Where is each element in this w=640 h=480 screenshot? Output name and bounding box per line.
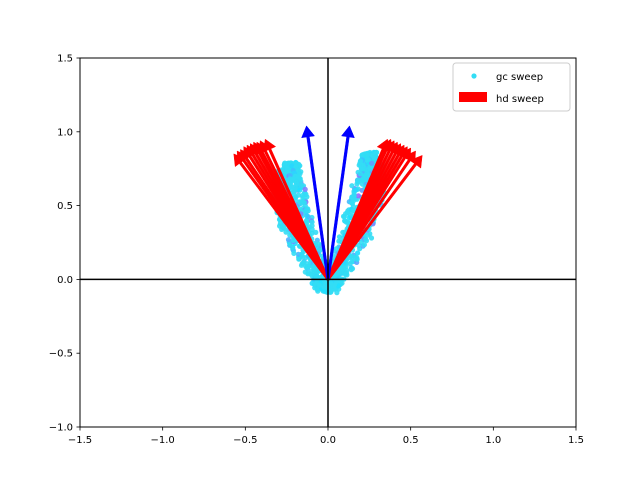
gc-sweep-point (321, 284, 327, 290)
y-tick-label: 0.5 (57, 201, 73, 212)
gc-sweep-point (299, 251, 305, 257)
gc-sweep-point (304, 261, 310, 267)
gc-sweep-point (293, 181, 300, 187)
y-tick-label: 1.5 (57, 54, 73, 65)
hd-sweep-arrow (263, 138, 330, 281)
blue-arrow (326, 125, 355, 280)
legend-marker-hd-sweep (459, 92, 487, 102)
gc-sweep-point (291, 189, 297, 195)
gc-sweep-point (349, 200, 355, 206)
hd-sweep-arrow (326, 155, 423, 281)
ticks-layer: −1.5 −1.0 −0.5 0.0 0.5 1.0 1.5−1.0−0.50.00.51.… (49, 54, 584, 447)
gc-sweep-point (293, 194, 299, 200)
gc-sweep-point (349, 195, 355, 201)
gc-sweep-point (367, 166, 373, 172)
gc-sweep-point (357, 171, 363, 177)
gc-sweep-point (363, 238, 370, 244)
gc-sweep-point (305, 270, 311, 276)
hd-sweep-arrow (326, 150, 416, 281)
gc-sweep-point (290, 184, 296, 190)
y-tick-label: −0.5 (49, 349, 73, 360)
gc-sweep-point (334, 290, 340, 296)
legend-label-hd-sweep: hd sweep (496, 94, 544, 105)
gc-sweep-point (349, 183, 355, 189)
x-tick-label: 1.5 (568, 435, 584, 446)
legend: gc sweep hd sweep (452, 62, 571, 112)
gc-sweep-point (289, 163, 295, 169)
legend-marker-gc-sweep (471, 73, 477, 79)
gc-sweep-point (349, 266, 356, 272)
hd-sweep-arrow (326, 147, 411, 281)
gc-sweep-point (313, 229, 319, 235)
gc-sweep-point (316, 241, 322, 247)
gc-sweep-point (363, 177, 370, 183)
gc-sweep-point (346, 215, 352, 221)
gc-sweep-point (309, 223, 315, 229)
gc-sweep-point (342, 218, 348, 224)
gc-sweep-point (372, 156, 378, 162)
x-tick-label: −0.5 (233, 435, 257, 446)
gc-sweep-point (358, 166, 364, 172)
y-tick-label: −1.0 (49, 423, 73, 434)
gc-sweep-point (309, 219, 315, 225)
gc-sweep-point (355, 179, 361, 185)
gc-sweep-point (317, 247, 323, 253)
gc-sweep-point (297, 199, 303, 205)
gc-sweep-point (299, 192, 305, 199)
gc-sweep-point (301, 200, 307, 206)
gc-sweep-point (365, 152, 371, 158)
y-tick-label: 0.0 (57, 275, 73, 286)
x-tick-label: −1.5 (68, 435, 92, 446)
gc-sweep-point (328, 289, 334, 295)
gc-sweep-point (355, 193, 361, 199)
gc-sweep-point (332, 282, 338, 288)
gc-sweep-point (359, 153, 365, 159)
gc-sweep-point (282, 160, 288, 166)
gc-sweep-point (291, 250, 297, 256)
gc-sweep-point (336, 270, 342, 276)
gc-sweep-point (303, 208, 309, 214)
gc-sweep-point (304, 213, 310, 219)
x-tick-label: 0.5 (403, 435, 419, 446)
y-tick-label: 1.0 (57, 127, 73, 138)
gc-sweep-point (360, 177, 366, 183)
gc-sweep-point (316, 282, 322, 288)
x-tick-label: −1.0 (151, 435, 175, 446)
gc-sweep-point (309, 226, 315, 232)
gc-sweep-point (341, 214, 347, 220)
legend-label-gc-sweep: gc sweep (496, 72, 543, 83)
gc-sweep-point (285, 237, 292, 243)
gc-sweep-point (361, 242, 367, 248)
x-tick-label: 0.0 (320, 435, 336, 446)
gc-sweep-point (302, 186, 308, 192)
x-tick-label: 1.0 (485, 435, 501, 446)
gc-sweep-point (369, 160, 375, 166)
axis-lines-layer (80, 58, 576, 427)
gc-sweep-point (356, 242, 362, 248)
gc-sweep-point (338, 266, 344, 272)
arrow-layer (233, 125, 423, 281)
blue-arrow (301, 125, 330, 280)
gc-sweep-point (311, 266, 317, 272)
gc-sweep-point (336, 234, 343, 240)
gc-sweep-point (355, 250, 361, 256)
gc-sweep-point (368, 235, 375, 241)
gc-sweep-point (297, 187, 303, 193)
gc-sweep-point (288, 179, 294, 186)
gc-sweep-point (352, 187, 359, 193)
